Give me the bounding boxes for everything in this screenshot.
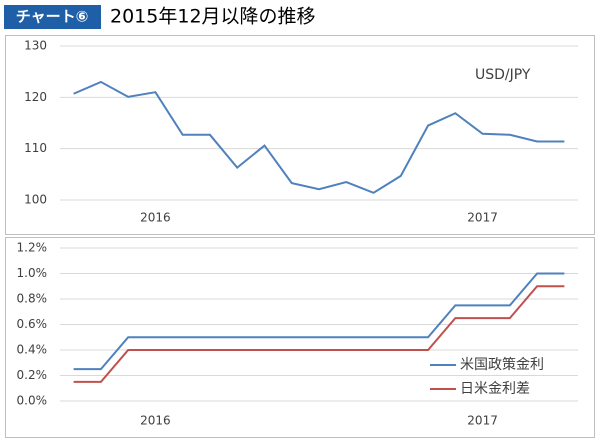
title: 2015年12月以降の推移 [110, 6, 316, 28]
panel [5, 35, 595, 235]
y-tick-label: 0.4% [17, 343, 48, 357]
x-tick-label: 2016 [140, 211, 171, 225]
y-tick-label: 0.0% [17, 394, 48, 408]
y-tick-label: 130 [24, 39, 47, 53]
line [73, 80, 565, 194]
x-tick-label: 2017 [467, 211, 498, 225]
x-tick-label: 2017 [467, 414, 498, 428]
y-tick-label: 120 [24, 90, 47, 104]
y-tick-label: 0.2% [17, 368, 48, 382]
line [73, 272, 565, 371]
panel [5, 237, 595, 438]
y-tick-label: 100 [24, 193, 47, 207]
legend-label: 米国政策金利 [460, 356, 544, 373]
line [73, 285, 565, 383]
y-tick-label: 0.6% [17, 317, 48, 331]
legend-label: 日米金利差 [460, 381, 530, 397]
series-label: USD/JPY [475, 67, 531, 83]
y-tick-label: 1.2% [17, 241, 48, 255]
badge: チャート⑥ [16, 8, 89, 26]
x-tick-label: 2016 [140, 414, 171, 428]
badge-bg [4, 5, 101, 29]
y-tick-label: 0.8% [17, 292, 48, 306]
y-tick-label: 1.0% [17, 266, 48, 280]
y-tick-label: 110 [24, 141, 47, 155]
